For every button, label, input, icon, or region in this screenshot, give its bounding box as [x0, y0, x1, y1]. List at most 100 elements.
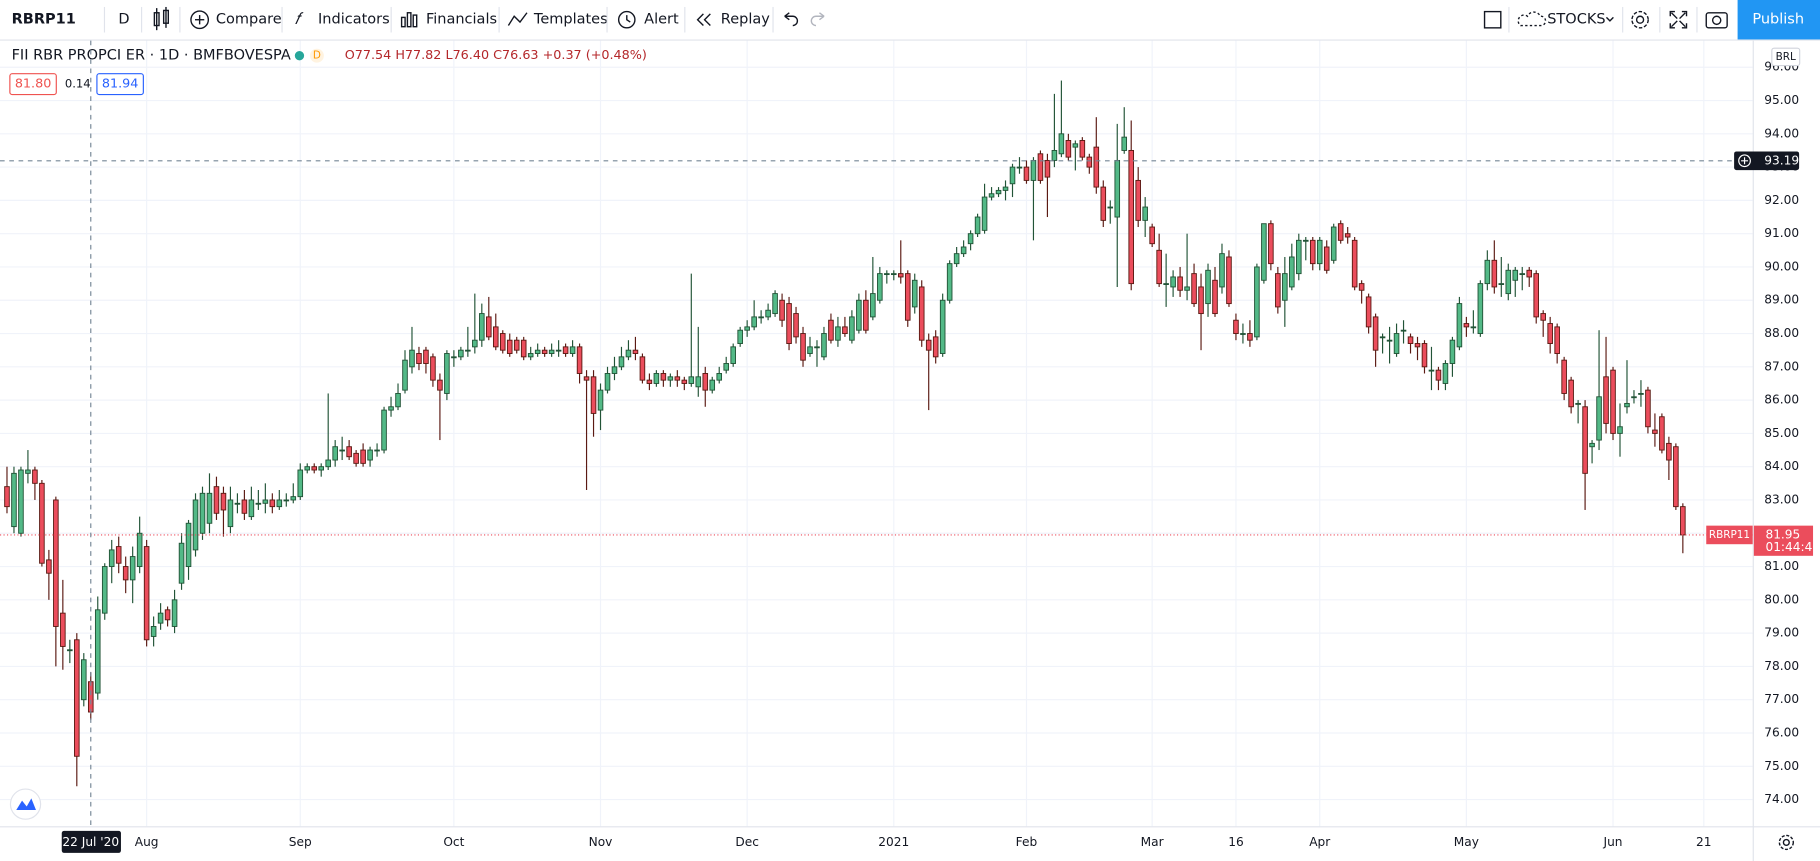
candle-body: [185, 522, 192, 568]
candle-body: [255, 502, 262, 505]
candle-body: [381, 409, 387, 451]
candle-body: [25, 469, 31, 474]
symbol-tag-bg: [1706, 525, 1753, 545]
candle-body: [444, 353, 450, 394]
candle-body: [1372, 316, 1379, 351]
alert-icon[interactable]: [617, 10, 636, 29]
candle-body: [939, 299, 946, 354]
candle-body: [758, 316, 764, 319]
candle-body: [884, 273, 890, 276]
candle-body: [374, 449, 380, 452]
last-price-label: 81.95: [1765, 527, 1800, 541]
candle-body: [332, 446, 338, 461]
spread: 0.14: [65, 77, 91, 91]
time-axis-settings-icon[interactable]: [1778, 834, 1794, 851]
candle-body: [192, 499, 199, 551]
undo-icon[interactable]: [784, 12, 799, 27]
crosshair-date-bg: [61, 830, 121, 853]
candle-body: [1610, 369, 1616, 434]
candle-body: [1191, 273, 1197, 305]
candle-body: [1533, 273, 1539, 318]
candle-body: [716, 373, 723, 381]
candle-body: [1282, 273, 1288, 301]
candle-body: [171, 599, 178, 627]
interval[interactable]: D: [118, 12, 129, 28]
replay-icon[interactable]: [696, 13, 711, 27]
crosshair-plus-cross: [1741, 157, 1749, 165]
indicators-icon[interactable]: 𝑓: [295, 9, 304, 28]
candle-body: [660, 373, 667, 381]
compare-icon[interactable]: [190, 10, 210, 30]
redo-icon[interactable]: [810, 12, 825, 27]
candle-body: [136, 532, 143, 568]
candle-body: [632, 349, 639, 354]
candle-body: [346, 446, 352, 458]
publish-label[interactable]: Publish: [1752, 12, 1804, 28]
candle-body: [1428, 369, 1435, 372]
candle-body: [506, 339, 513, 354]
candle-body: [339, 449, 345, 452]
toolbar-button[interactable]: Compare: [216, 12, 282, 28]
toolbar-button[interactable]: Templates: [533, 12, 608, 28]
candle-body: [1016, 166, 1023, 169]
y-tick-label: 89.00: [1764, 293, 1799, 307]
candle-body: [1009, 166, 1016, 185]
candle-body: [1512, 269, 1519, 281]
chart-style-icon[interactable]: [153, 6, 169, 31]
candle-body: [828, 319, 834, 341]
candle-body: [1100, 186, 1107, 221]
candle-body: [318, 466, 324, 471]
candle-body: [870, 293, 876, 318]
financials-icon[interactable]: [400, 12, 418, 28]
candle-body: [1121, 136, 1128, 151]
templates-icon[interactable]: [507, 12, 528, 26]
candle-body: [4, 486, 10, 508]
candle-body: [1596, 396, 1602, 441]
x-tick-label: Aug: [135, 835, 159, 849]
publish-button[interactable]: [1737, 0, 1820, 40]
candle-body: [821, 333, 827, 358]
candle-body: [423, 349, 429, 364]
candle-body: [1645, 389, 1651, 428]
candle-body: [1135, 179, 1141, 221]
toolbar-bg: [0, 0, 1820, 40]
toolbar-button[interactable]: Alert: [644, 12, 679, 28]
candle-body: [1177, 276, 1183, 291]
candle-body: [807, 346, 813, 354]
candle-body: [1030, 159, 1037, 181]
status-dot: [294, 51, 305, 61]
toolbar-button[interactable]: Indicators: [318, 12, 390, 28]
candle-body: [430, 356, 436, 381]
y-tick-label: 79.00: [1764, 626, 1799, 640]
candle-body: [262, 499, 269, 504]
toolbar-button[interactable]: Financials: [426, 12, 497, 28]
toolbar-button[interactable]: Replay: [721, 12, 770, 28]
x-tick-label: Feb: [1016, 835, 1038, 849]
layout-name[interactable]: STOCKS: [1547, 12, 1605, 28]
candle-body: [793, 313, 799, 338]
y-tick-label: 80.00: [1764, 592, 1799, 606]
fullscreen-icon[interactable]: [1669, 10, 1688, 29]
candle-body: [1603, 376, 1609, 424]
currency-box: [1771, 47, 1801, 67]
candle-body: [1254, 266, 1260, 338]
candle-body: [122, 566, 129, 581]
settings-icon[interactable]: [1631, 10, 1649, 29]
candle-body: [932, 336, 939, 358]
candle-body: [1624, 402, 1630, 408]
symbol[interactable]: RBRP11: [12, 12, 76, 28]
candle-body: [1498, 283, 1505, 286]
badge: D: [313, 50, 321, 62]
x-tick-label: Apr: [1309, 835, 1330, 849]
candle-body: [765, 309, 771, 318]
candle-body: [1540, 313, 1546, 321]
chevron-icon[interactable]: [1605, 16, 1614, 22]
candle-body: [674, 376, 681, 381]
candle-body: [688, 376, 695, 384]
candle-body: [856, 299, 862, 331]
snapshot-icon[interactable]: [1705, 12, 1728, 29]
candle-body: [1184, 286, 1190, 291]
y-tick-label: 85.00: [1764, 426, 1799, 440]
select-icon[interactable]: [1483, 10, 1502, 29]
candle-body: [891, 273, 897, 276]
